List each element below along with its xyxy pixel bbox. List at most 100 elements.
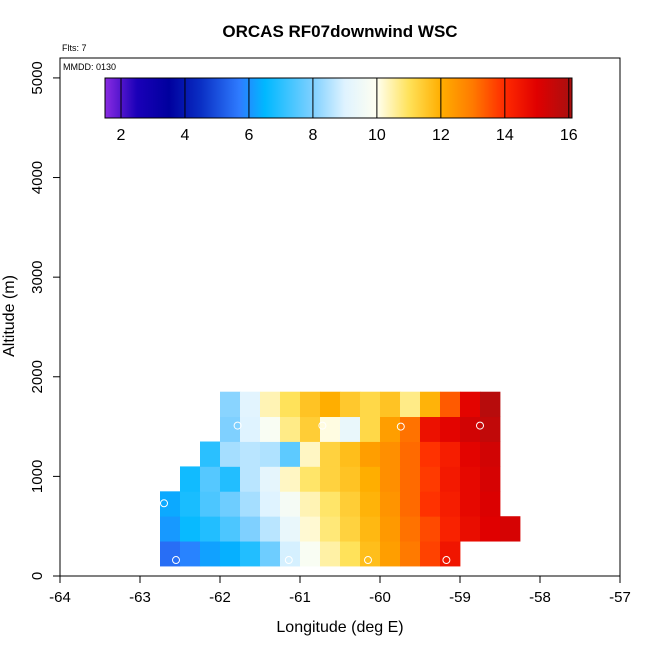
colorbar-tick-label: 8 [308,127,317,144]
heatmap-cell [300,516,320,541]
heatmap-cell [300,442,320,467]
heatmap-cell [420,442,440,467]
heatmap-cells [160,392,520,567]
heatmap-cell [440,392,460,417]
heatmap-cell [360,516,380,541]
y-tick-label: 5000 [29,61,46,94]
x-tick-label: -57 [609,589,631,606]
heatmap-cell [280,541,300,566]
colorbar-gradient [105,78,572,118]
heatmap-cell [340,516,360,541]
heatmap-cell [260,466,280,491]
heatmap-cell [480,491,500,516]
heatmap-cell [360,491,380,516]
y-tick-label: 4000 [29,161,46,194]
heatmap-cell [300,541,320,566]
heatmap-cell [200,516,220,541]
heatmap-cell [400,516,420,541]
heatmap-cell [340,466,360,491]
x-tick-label: -64 [49,589,71,606]
heatmap-cell [240,417,260,442]
heatmap-cell [440,516,460,541]
heatmap-cell [400,491,420,516]
heatmap-cell [440,417,460,442]
heatmap-cell [200,466,220,491]
heatmap-cell [320,541,340,566]
heatmap-cell [360,392,380,417]
heatmap-cell [480,417,500,442]
y-axis-title: Altitude (m) [1,275,18,357]
heatmap-cell [320,466,340,491]
x-tick-label: -58 [529,589,551,606]
heatmap-cell [400,541,420,566]
heatmap-cell [240,442,260,467]
heatmap-cell [340,442,360,467]
x-tick-label: -62 [209,589,231,606]
y-tick-label: 1000 [29,460,46,493]
date-note: MMDD: 0130 [63,62,116,72]
colorbar-tick-label: 6 [244,127,253,144]
heatmap-cell [400,466,420,491]
chart-title: ORCAS RF07downwind WSC [222,22,457,41]
heatmap-cell [220,442,240,467]
heatmap-cell [480,466,500,491]
heatmap-cell [240,466,260,491]
heatmap-cell [420,417,440,442]
y-axis: 0 1000 2000 3000 4000 5000 [29,61,60,580]
heatmap-cell [460,417,480,442]
heatmap-cell [340,417,360,442]
heatmap-cell [180,516,200,541]
heatmap-cell [260,392,280,417]
heatmap-cell [420,516,440,541]
heatmap-cell [180,541,200,566]
heatmap-cell [460,516,480,541]
heatmap-cell [280,491,300,516]
x-tick-label: -63 [129,589,151,606]
heatmap-cell [440,541,460,566]
heatmap-cell [400,442,420,467]
heatmap-cell [460,491,480,516]
heatmap-cell [260,541,280,566]
heatmap-cell [260,516,280,541]
heatmap-cell [380,516,400,541]
heatmap-cell [440,491,460,516]
heatmap-cell [200,541,220,566]
heatmap-cell [280,392,300,417]
heatmap-cell [200,491,220,516]
heatmap-cell [300,466,320,491]
heatmap-cell [480,516,500,541]
heatmap-cell [240,541,260,566]
heatmap-cell [340,541,360,566]
heatmap-cell [360,466,380,491]
heatmap-cell [320,516,340,541]
x-tick-label: -60 [369,589,391,606]
heatmap-cell [280,417,300,442]
heatmap-cell [160,541,180,566]
x-tick-label: -61 [289,589,311,606]
heatmap-cell [240,392,260,417]
heatmap-cell [380,442,400,467]
colorbar-tick-label: 14 [496,127,514,144]
heatmap-cell [180,491,200,516]
heatmap-cell [320,392,340,417]
heatmap-cell [380,392,400,417]
heatmap-cell [420,491,440,516]
heatmap-cell [380,491,400,516]
x-axis: -64 -63 -62 -61 -60 -59 -58 -57 [49,576,631,606]
x-axis-title: Longitude (deg E) [276,619,403,636]
heatmap-cell [340,491,360,516]
heatmap-cell [340,392,360,417]
heatmap-cell [360,442,380,467]
heatmap-cell [460,392,480,417]
heatmap-cell [220,491,240,516]
heatmap-cell [240,516,260,541]
heatmap-cell [420,541,440,566]
flights-note: Flts: 7 [62,43,87,53]
heatmap-cell [180,466,200,491]
x-tick-label: -59 [449,589,471,606]
heatmap-cell [400,392,420,417]
heatmap-cell [480,392,500,417]
observation-marker [511,543,518,550]
colorbar-tick-label: 16 [560,127,578,144]
heatmap-cell [160,491,180,516]
